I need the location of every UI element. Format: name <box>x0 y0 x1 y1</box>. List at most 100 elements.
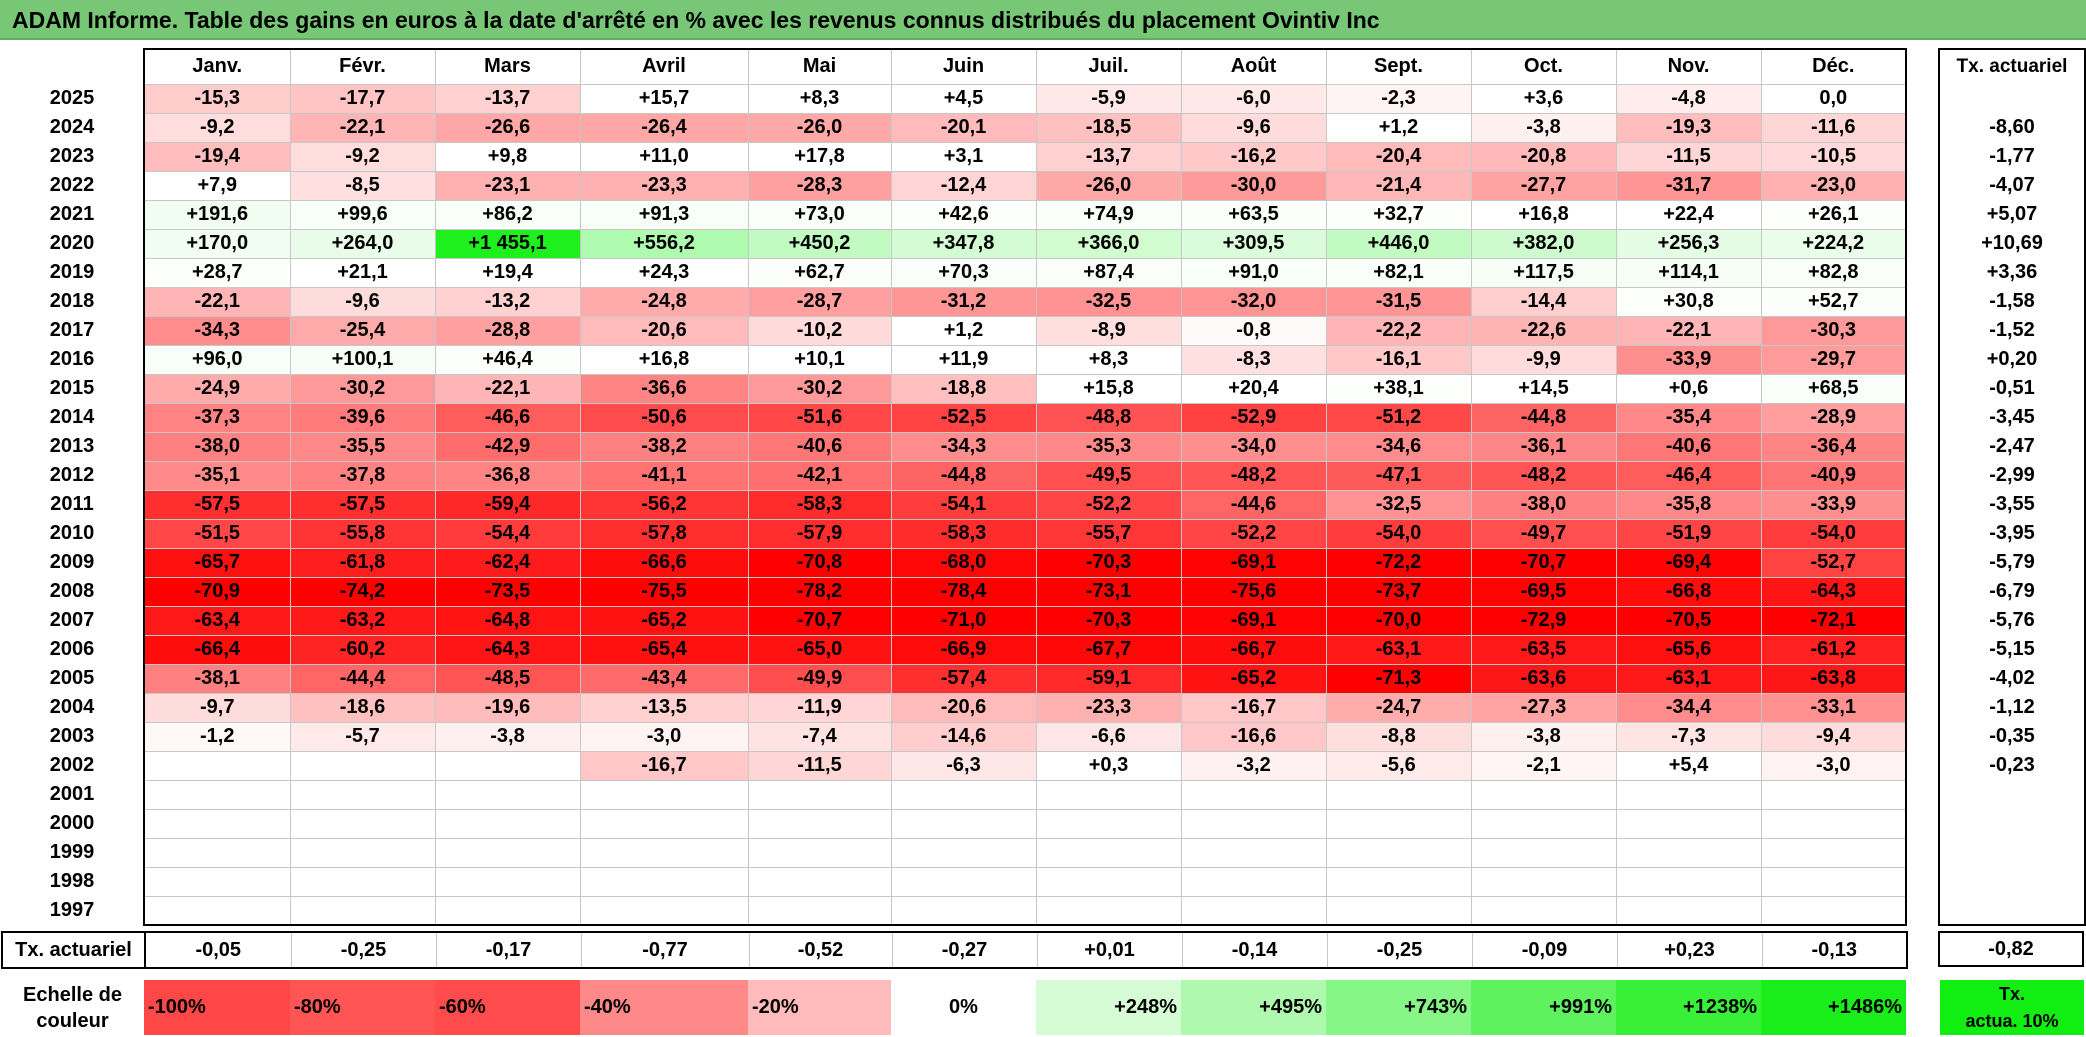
month-header: Janv. <box>143 48 291 85</box>
gain-cell: -9,4 <box>1760 721 1907 752</box>
gain-cell <box>143 866 291 897</box>
gain-cell: -6,3 <box>890 750 1037 781</box>
gain-cell: +30,8 <box>1615 286 1762 317</box>
gain-cell: +82,8 <box>1760 257 1907 288</box>
gain-cell: -3,8 <box>434 721 581 752</box>
gain-cell <box>579 779 749 810</box>
gain-cell <box>1180 808 1327 839</box>
gain-cell: +46,4 <box>434 344 581 375</box>
gain-cell: -69,1 <box>1180 605 1327 636</box>
year-label: 2024 <box>49 116 95 138</box>
gain-cell <box>1325 779 1472 810</box>
table-row: 2003 -1,2 -5,7 -3,8 -3,0 -7,4 -14,6 -6,6 -16,6 -8… <box>1 721 1907 752</box>
gain-cell: +52,7 <box>1760 286 1907 317</box>
year-label: 2013 <box>49 435 95 457</box>
gain-cell: -27,3 <box>1470 692 1617 723</box>
gain-cell: -70,9 <box>143 576 291 607</box>
gain-cell: -38,0 <box>143 431 291 462</box>
gain-cell: -32,5 <box>1035 286 1182 317</box>
gain-cell: -23,0 <box>1760 170 1907 201</box>
total-cell: +0,23 <box>1616 931 1762 969</box>
gain-cell: -71,0 <box>890 605 1037 636</box>
gain-cell: -46,4 <box>1615 460 1762 491</box>
month-header: Déc. <box>1760 48 1907 85</box>
tx-cell: -5,15 <box>1938 635 2086 664</box>
gain-cell <box>434 837 581 868</box>
gain-cell: +16,8 <box>579 344 749 375</box>
gain-cell: -44,6 <box>1180 489 1327 520</box>
year-label: 1998 <box>49 870 95 892</box>
gain-cell <box>747 779 892 810</box>
total-cell: -0,77 <box>580 931 749 969</box>
gain-cell: -32,0 <box>1180 286 1327 317</box>
legend-tx-line2: actua. 10% <box>1965 1011 2059 1031</box>
table-row: 2011 -57,5 -57,5 -59,4 -56,2 -58,3 -54,1 -52,2-… <box>1 489 1907 520</box>
gain-cell: -52,7 <box>1760 547 1907 578</box>
month-header: Juin <box>890 48 1037 85</box>
gain-cell: +1,2 <box>890 315 1037 346</box>
gain-cell: +14,5 <box>1470 373 1617 404</box>
gain-cell: -63,2 <box>289 605 436 636</box>
gain-cell: -51,5 <box>143 518 291 549</box>
gain-cell: -66,8 <box>1615 576 1762 607</box>
gain-cell: +0,6 <box>1615 373 1762 404</box>
tx-cell: +5,07 <box>1938 200 2086 229</box>
gain-cell: -52,2 <box>1180 518 1327 549</box>
gain-cell: -63,4 <box>143 605 291 636</box>
gain-cell <box>289 895 436 926</box>
gain-cell: -38,2 <box>579 431 749 462</box>
gain-cell: -19,3 <box>1615 112 1762 143</box>
table-row: 2012 -35,1 -37,8 -36,8 -41,1 -42,1 -44,8 -49,5-… <box>1 460 1907 491</box>
gain-cell: +556,2 <box>579 228 749 259</box>
gain-cell: +19,4 <box>434 257 581 288</box>
gain-cell: -30,0 <box>1180 170 1327 201</box>
gain-cell: +21,1 <box>289 257 436 288</box>
table-row: 2007 -63,4 -63,2 -64,8 -65,2 -70,7 -71,0 -70,3-… <box>1 605 1907 636</box>
gain-cell: -66,6 <box>579 547 749 578</box>
gain-cell: -64,3 <box>1760 576 1907 607</box>
gain-cell: +82,1 <box>1325 257 1472 288</box>
gain-cell <box>579 837 749 868</box>
tx-cell: -0,35 <box>1938 722 2086 751</box>
gain-cell: -62,4 <box>434 547 581 578</box>
gain-cell: -55,7 <box>1035 518 1182 549</box>
table-row: 2019 +28,7 +21,1 +19,4 +24,3 +62,7 +70,3 +87,4 +… <box>1 257 1907 288</box>
gain-cell: -3,2 <box>1180 750 1327 781</box>
gain-cell <box>890 895 1037 926</box>
gain-cell: -26,4 <box>579 112 749 143</box>
gain-cell: -8,3 <box>1180 344 1327 375</box>
gain-cell: +74,9 <box>1035 199 1182 230</box>
month-header: Août <box>1180 48 1327 85</box>
gain-cell: -67,7 <box>1035 634 1182 665</box>
gain-cell: -9,7 <box>143 692 291 723</box>
year-label: 2003 <box>49 725 95 747</box>
gain-cell: +100,1 <box>289 344 436 375</box>
gain-cell: +96,0 <box>143 344 291 375</box>
gain-cell: -19,4 <box>143 141 291 172</box>
gain-cell: -34,3 <box>890 431 1037 462</box>
tx-cell <box>1938 780 2086 809</box>
gain-cell: -48,5 <box>434 663 581 694</box>
table-row: 1999 <box>1 837 1907 868</box>
gain-cell <box>143 895 291 926</box>
gain-cell: -3,8 <box>1470 112 1617 143</box>
gain-cell: -48,2 <box>1470 460 1617 491</box>
gain-cell: -54,1 <box>890 489 1037 520</box>
total-cell: -0,05 <box>144 931 291 969</box>
gain-cell <box>1470 779 1617 810</box>
gain-cell: +382,0 <box>1470 228 1617 259</box>
gain-cell: -9,9 <box>1470 344 1617 375</box>
totals-label: Tx. actuariel <box>1 931 146 969</box>
year-label: 2007 <box>49 609 95 631</box>
legend-swatch: +743% <box>1326 980 1471 1035</box>
gain-cell: +62,7 <box>747 257 892 288</box>
gain-cell: -36,6 <box>579 373 749 404</box>
gain-cell: +42,6 <box>890 199 1037 230</box>
gain-cell: -65,0 <box>747 634 892 665</box>
tx-cell <box>1938 896 2086 926</box>
gain-cell: -2,1 <box>1470 750 1617 781</box>
tx-cell <box>1938 809 2086 838</box>
gain-cell: +16,8 <box>1470 199 1617 230</box>
legend-tx-line1: Tx. <box>1998 984 2025 1004</box>
tx-cell: -5,76 <box>1938 606 2086 635</box>
